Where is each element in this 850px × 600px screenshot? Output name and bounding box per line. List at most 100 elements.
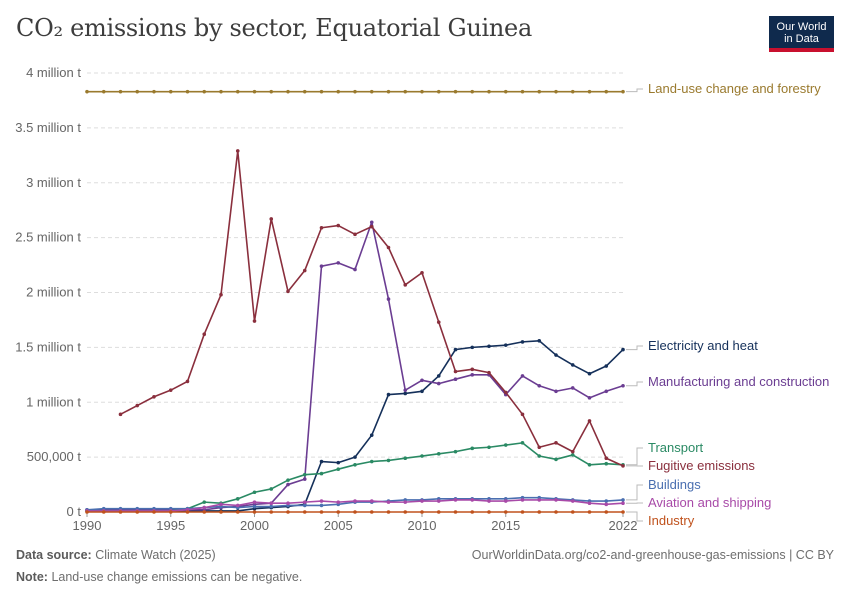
data-point <box>621 464 625 468</box>
data-point <box>286 289 290 294</box>
data-point <box>554 441 558 445</box>
source-url[interactable]: OurWorldinData.org/co2-and-greenhouse-ga… <box>471 548 834 562</box>
data-point <box>503 499 508 503</box>
x-tick-label: 2022 <box>609 518 638 533</box>
data-point <box>503 89 508 94</box>
data-point <box>336 89 341 94</box>
data-point <box>118 89 123 94</box>
note: Note: Land-use change emissions can be n… <box>16 570 302 584</box>
data-point <box>302 472 307 477</box>
data-point <box>554 498 558 502</box>
data-point <box>302 510 307 514</box>
data-source-text[interactable]: Climate Watch (2025) <box>95 548 216 562</box>
y-tick-label: 2 million t <box>26 285 81 300</box>
note-label: Note: <box>16 570 48 584</box>
data-point <box>152 89 156 94</box>
data-point <box>386 458 391 463</box>
data-point <box>403 283 408 287</box>
note-text: Land-use change emissions can be negativ… <box>51 570 303 584</box>
data-point <box>520 510 525 514</box>
data-point <box>369 89 374 94</box>
data-point <box>235 149 240 153</box>
series-label: Fugitive emissions <box>648 458 755 473</box>
series-line <box>120 150 624 467</box>
data-point <box>403 456 408 461</box>
data-point <box>554 389 558 394</box>
data-point <box>269 217 274 221</box>
data-point <box>520 498 525 502</box>
data-point <box>487 89 491 94</box>
data-point <box>302 477 307 481</box>
data-point <box>319 510 324 514</box>
data-point <box>302 503 307 508</box>
series-line <box>87 221 624 511</box>
data-point <box>470 345 475 350</box>
data-point <box>537 445 542 450</box>
data-point <box>436 499 441 503</box>
data-point <box>503 510 508 514</box>
data-point <box>353 89 357 94</box>
data-point <box>436 381 441 386</box>
data-point <box>286 478 290 482</box>
data-point <box>252 504 257 509</box>
data-point <box>336 467 341 471</box>
data-point <box>369 220 374 225</box>
data-point <box>487 344 491 349</box>
data-point <box>386 297 391 301</box>
data-point <box>570 89 575 94</box>
data-point <box>135 403 140 408</box>
data-point <box>336 261 341 265</box>
data-point <box>604 456 609 461</box>
data-point <box>302 268 307 273</box>
data-point <box>621 501 625 506</box>
data-point <box>101 89 106 94</box>
data-point <box>219 502 223 507</box>
data-point <box>570 510 575 514</box>
data-point <box>353 455 357 459</box>
data-point <box>152 394 156 399</box>
data-point <box>386 392 391 397</box>
data-point <box>235 510 240 514</box>
data-point <box>202 332 207 337</box>
data-point <box>168 388 173 392</box>
data-point <box>570 499 575 503</box>
data-point <box>453 377 458 382</box>
data-point <box>118 412 123 417</box>
data-source-label: Data source: <box>16 548 92 562</box>
label-connector <box>626 345 643 351</box>
data-point <box>369 499 374 503</box>
data-point <box>554 457 558 462</box>
data-point <box>420 378 424 383</box>
series-label: Transport <box>648 440 704 455</box>
x-tick-label: 2005 <box>324 518 353 533</box>
data-point <box>520 441 525 445</box>
data-point <box>235 497 240 501</box>
data-point <box>135 89 140 94</box>
data-point <box>319 225 324 230</box>
data-point <box>520 412 525 417</box>
data-point <box>587 396 592 400</box>
data-point <box>336 510 341 514</box>
data-point <box>587 419 592 423</box>
data-point <box>453 369 458 374</box>
y-tick-label: 3.5 million t <box>15 120 81 135</box>
data-point <box>369 459 374 464</box>
data-point <box>353 267 357 272</box>
data-point <box>453 510 458 514</box>
data-point <box>537 338 542 343</box>
logo-line-2: in Data <box>784 33 819 45</box>
data-point <box>269 487 274 491</box>
data-point <box>537 510 542 514</box>
owid-logo[interactable]: Our World in Data <box>769 16 834 52</box>
data-point <box>621 89 625 94</box>
data-point <box>604 364 609 368</box>
data-point <box>420 510 424 514</box>
data-point <box>487 370 491 375</box>
data-point <box>202 505 207 510</box>
data-point <box>135 510 140 514</box>
data-point <box>520 340 525 344</box>
data-point <box>369 224 374 229</box>
data-point <box>269 510 274 514</box>
data-point <box>503 343 508 347</box>
data-point <box>336 460 341 465</box>
